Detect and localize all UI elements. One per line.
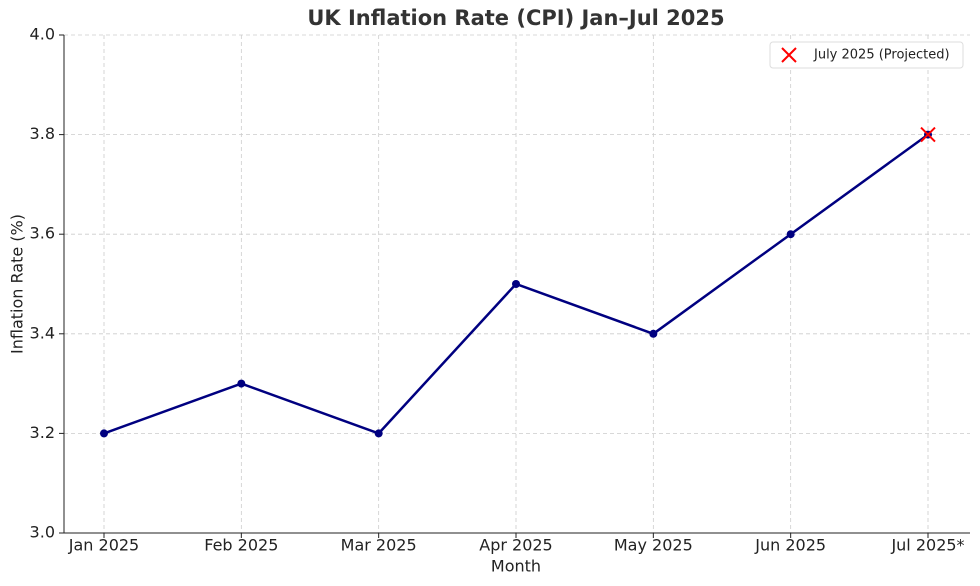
legend-label: July 2025 (Projected) — [813, 48, 950, 63]
y-tick-label: 3.0 — [30, 523, 55, 542]
y-tick-label: 3.4 — [30, 323, 55, 342]
x-tick-label: Jul 2025* — [890, 536, 964, 555]
marker — [100, 429, 108, 438]
x-tick-label: Mar 2025 — [341, 536, 417, 555]
legend: July 2025 (Projected) — [769, 41, 964, 69]
x-tick-label: Apr 2025 — [479, 536, 552, 555]
marker-x — [781, 47, 797, 63]
marker — [512, 280, 520, 288]
marker — [237, 379, 246, 388]
marker-x — [920, 126, 936, 143]
marker — [786, 230, 795, 239]
x-tick-label: May 2025 — [614, 536, 693, 555]
x-tick-label: Feb 2025 — [204, 536, 278, 555]
x-axis-label: Month — [491, 557, 541, 576]
y-tick-label: 3.2 — [30, 423, 55, 442]
y-tick-label: 4.0 — [30, 25, 55, 44]
y-tick-label: 3.8 — [30, 124, 55, 143]
y-axis-label: Inflation Rate (%) — [8, 214, 27, 354]
marker — [374, 429, 383, 438]
y-tick-label: 3.6 — [30, 224, 55, 243]
legend-box — [769, 41, 964, 69]
marker — [649, 329, 658, 338]
chart-title: UK Inflation Rate (CPI) Jan–Jul 2025 — [307, 6, 724, 30]
x-tick-label: Jan 2025 — [68, 536, 139, 555]
x-tick-label: Jun 2025 — [754, 536, 826, 555]
